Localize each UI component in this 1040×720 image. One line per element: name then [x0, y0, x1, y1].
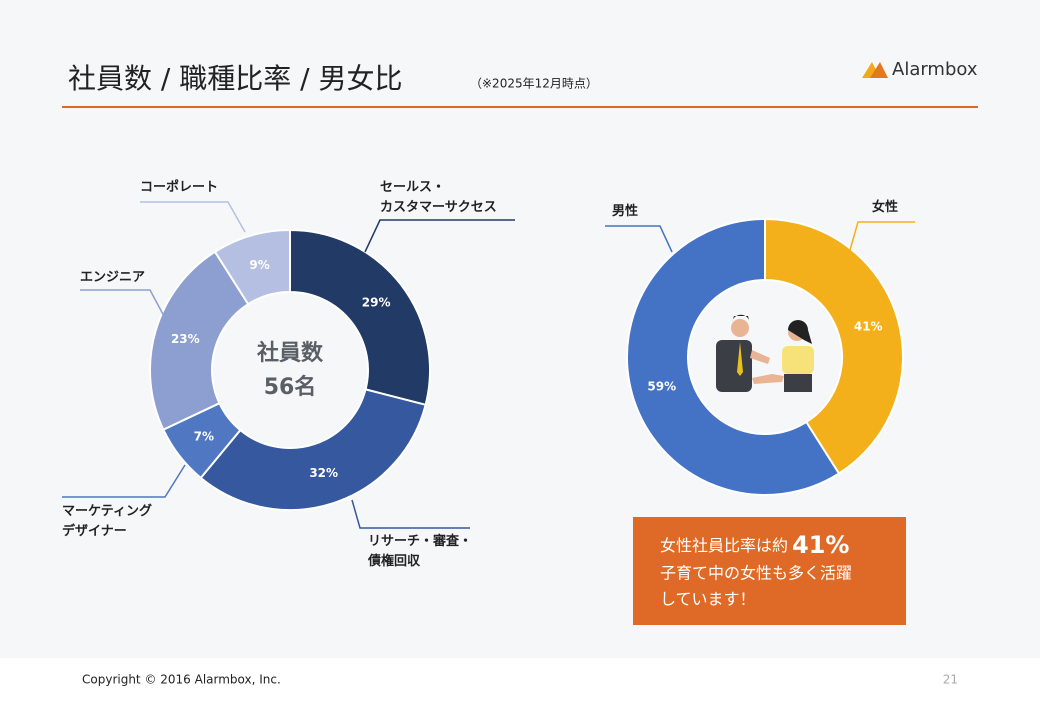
center-label: 社員数 [257, 340, 324, 366]
callout-box [633, 517, 906, 625]
category-label: セールス・ カスタマーサクセス [380, 180, 497, 215]
callout-emph: 41% [792, 531, 849, 559]
callout-line: しています！ [660, 590, 756, 609]
callout-line: 子育て中の女性も多く活躍 [660, 564, 852, 583]
donut-segment [626, 217, 841, 496]
value-label: 32% [309, 466, 338, 480]
illustration [716, 314, 814, 392]
title: 社員数 / 職種比率 / 男女比 [68, 62, 402, 95]
category-label: 男性 [612, 204, 639, 219]
center-label: 56名 [264, 374, 317, 400]
value-label: 29% [362, 296, 391, 310]
category-label: エンジニア [80, 270, 146, 285]
donut-segment [149, 250, 250, 431]
value-label: 23% [171, 332, 200, 346]
category-label: コーポレート [140, 180, 219, 195]
callout-text: 女性社員比率は約 41% [660, 531, 849, 559]
donut-segment [213, 228, 291, 306]
donut-segment [199, 388, 427, 511]
value-label: 41% [854, 320, 883, 334]
category-label: リサーチ・審査・ 債権回収 [368, 534, 473, 569]
donut-segment [289, 228, 431, 407]
logo-icon [862, 62, 888, 78]
leader-line [62, 464, 186, 498]
value-label: 9% [249, 258, 269, 272]
category-label: 女性 [872, 200, 899, 215]
leader-line [849, 221, 915, 251]
leader-line [364, 219, 515, 253]
logo: Alarmbox [892, 59, 978, 80]
value-label: 59% [647, 379, 676, 393]
category-label: マーケティング デザイナー [62, 504, 152, 539]
callout-lead: 女性社員比率は約 [660, 536, 788, 555]
leader-line [140, 201, 246, 233]
note: （※2025年12月時点） [470, 77, 598, 91]
value-label: 7% [194, 429, 214, 443]
copyright: Copyright © 2016 Alarmbox, Inc. [82, 673, 281, 687]
page-number: 21 [943, 673, 958, 687]
leader-line [80, 289, 166, 319]
donut-segment [764, 217, 904, 475]
footer-bg [0, 658, 1040, 720]
leader-line [351, 499, 470, 529]
leader-line [605, 225, 673, 253]
